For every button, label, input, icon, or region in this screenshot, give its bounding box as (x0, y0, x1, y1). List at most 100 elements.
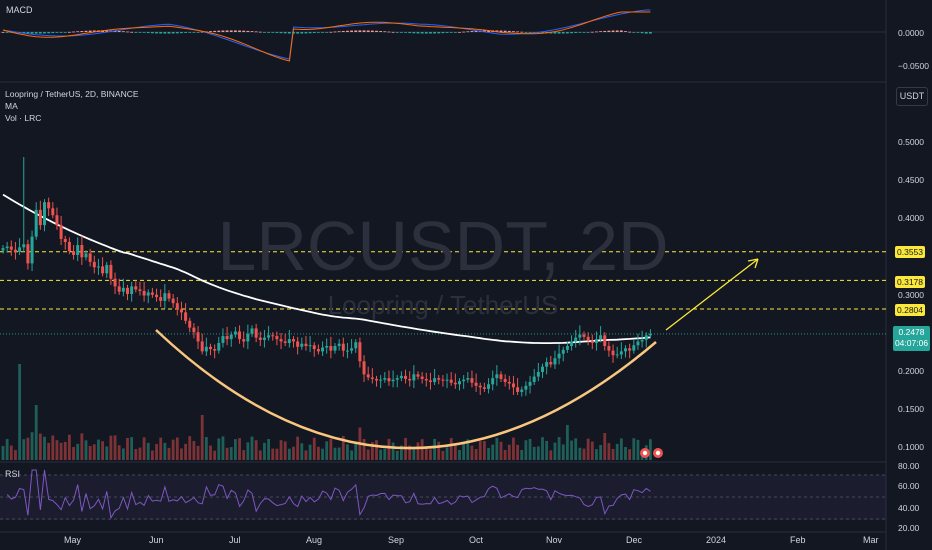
candle-body (134, 286, 138, 290)
symbol-title[interactable]: Loopring / TetherUS, 2D, BINANCE (5, 89, 139, 99)
currency-button[interactable]: USDT (896, 87, 928, 106)
macd-histogram-bar (38, 32, 42, 34)
level-label: 0.2804 (895, 304, 925, 316)
rsi-tick: 20.00 (898, 523, 920, 533)
candle-body (487, 384, 491, 389)
volume-bar (80, 433, 84, 460)
candle-body (466, 378, 470, 380)
current-price-tag: 0.2478 04:07:06 (893, 326, 930, 351)
volume-bar (88, 445, 92, 460)
candle-body (101, 266, 105, 274)
candle-body (458, 381, 461, 385)
volume-bar (395, 450, 399, 460)
macd-histogram-bar (578, 32, 582, 33)
macd-histogram-bar (300, 32, 304, 34)
candle-body (192, 327, 196, 333)
macd-histogram-bar (200, 31, 204, 33)
ma-indicator-label[interactable]: MA (5, 101, 18, 111)
macd-histogram-bar (275, 32, 279, 33)
candle-body (478, 385, 482, 388)
candle-body (603, 335, 607, 347)
macd-histogram-bar (192, 32, 196, 33)
volume-bar (337, 447, 341, 460)
candle-body (72, 251, 76, 255)
candle-body (375, 378, 378, 381)
volume-bar (142, 437, 146, 460)
candle-body (167, 293, 171, 299)
candle-body (412, 374, 416, 381)
candle-body (528, 381, 532, 386)
candle-body (55, 215, 59, 226)
candle-body (470, 378, 474, 383)
macd-histogram-bar (333, 31, 337, 33)
candle-body (536, 372, 540, 377)
volume-bar (420, 439, 424, 460)
volume-bar (184, 443, 187, 460)
macd-histogram-bar (113, 30, 117, 32)
volume-bar (350, 450, 353, 460)
candle-body (449, 379, 453, 383)
macd-histogram-bar (441, 32, 445, 34)
candle-body (341, 343, 345, 351)
candle-body (441, 379, 445, 381)
macd-histogram-bar (458, 31, 461, 33)
volume-bar (570, 440, 573, 460)
macd-histogram-bar (30, 32, 34, 34)
candle-body (5, 246, 9, 249)
macd-histogram-bar (375, 30, 378, 32)
volume-bar (375, 440, 378, 460)
volume-bar (387, 438, 391, 460)
level-label: 0.3553 (895, 246, 925, 258)
volume-bar (188, 436, 192, 460)
volume-bar (155, 444, 158, 460)
volume-bar (63, 441, 67, 460)
macd-histogram-bar (628, 31, 632, 33)
candle-body (9, 246, 13, 250)
volume-bar (615, 443, 619, 460)
volume-bar (424, 448, 428, 460)
volume-bar (366, 449, 370, 460)
volume-bar (483, 441, 486, 460)
candle-body (329, 346, 333, 351)
volume-bar (433, 438, 436, 460)
volume-bar (520, 449, 524, 460)
volume-bar (590, 441, 594, 460)
macd-histogram-bar (283, 32, 287, 34)
macd-histogram-bar (59, 32, 63, 33)
volume-bar (221, 436, 225, 460)
candle-body (532, 376, 536, 382)
candle-body (175, 303, 179, 310)
candle-body (1, 248, 5, 251)
macd-histogram-bar (258, 31, 262, 33)
volume-bar (470, 445, 474, 460)
volume-bar (532, 446, 536, 460)
candle-body (229, 334, 233, 340)
candle-body (345, 350, 349, 352)
candle-body (453, 382, 457, 385)
candle-body (578, 334, 582, 338)
macd-histogram-bar (246, 30, 250, 32)
macd-histogram-bar (557, 32, 561, 34)
volume-bar (59, 442, 63, 460)
macd-histogram-bar (453, 32, 457, 33)
macd-histogram-bar (570, 32, 573, 34)
volume-bar (607, 443, 611, 460)
alert-icon-center (655, 450, 661, 456)
volume-bar (549, 450, 553, 460)
macd-histogram-bar (167, 32, 171, 34)
volume-bar (279, 440, 283, 460)
volume-bar (258, 450, 262, 460)
candle-body (350, 348, 354, 351)
macd-histogram-bar (130, 31, 134, 33)
volume-indicator-label[interactable]: Vol · LRC (5, 113, 42, 123)
macd-histogram-bar (516, 31, 519, 33)
macd-histogram-bar (312, 32, 316, 34)
volume-bar (238, 438, 241, 460)
volume-bar (441, 450, 445, 460)
volume-bar (516, 444, 519, 460)
volume-bar (209, 445, 212, 460)
macd-histogram-bar (445, 32, 449, 33)
candle-body (213, 349, 217, 351)
macd-histogram-bar (404, 32, 407, 33)
